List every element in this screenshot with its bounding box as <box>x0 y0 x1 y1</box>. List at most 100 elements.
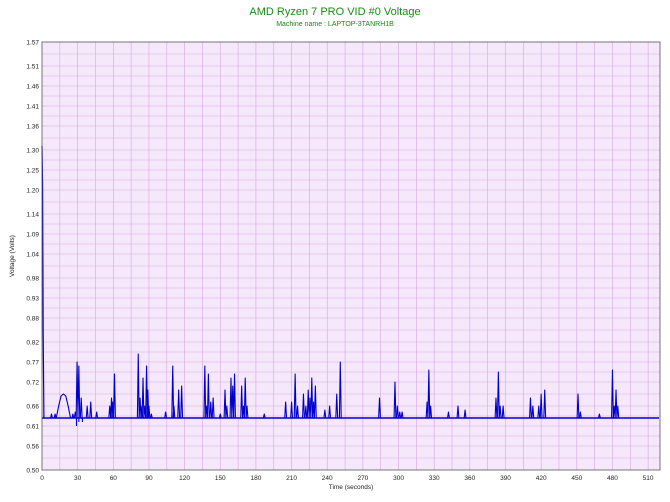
y-tick-label: 1.04 <box>26 251 39 258</box>
series-spike <box>290 401 294 419</box>
plot-area <box>42 42 660 470</box>
series-spike <box>427 369 431 419</box>
series-spike <box>225 405 229 419</box>
series-spike <box>50 413 53 419</box>
series-spike <box>531 405 535 419</box>
series-spike <box>296 405 299 419</box>
x-tick-label: 300 <box>393 475 404 482</box>
x-tick-label: 510 <box>643 475 654 482</box>
y-tick-label: 1.30 <box>26 147 39 154</box>
x-tick-label: 150 <box>215 475 226 482</box>
x-tick-label: 270 <box>357 475 368 482</box>
series-spike <box>304 405 308 419</box>
y-tick-label: 0.77 <box>26 359 39 366</box>
y-tick-label: 0.50 <box>26 467 39 474</box>
series-spike <box>539 393 543 419</box>
series-spike <box>597 413 601 419</box>
series-spike <box>338 361 342 419</box>
series-spike <box>172 405 176 419</box>
series-spike <box>501 405 505 419</box>
x-axis-label: Time (seconds) <box>329 484 374 491</box>
series-spike <box>313 385 317 419</box>
series-spike <box>306 389 310 419</box>
y-tick-label: 0.56 <box>26 443 39 450</box>
series-spike <box>209 401 213 419</box>
x-axis-ticks: 0 30 60 90 120 150 180 210 240 270 300 330 360 390 420… <box>40 475 654 482</box>
series-bump <box>55 393 72 419</box>
series-spike <box>243 377 247 419</box>
y-tick-label: 0.82 <box>26 339 39 346</box>
y-tick-label: 0.93 <box>26 295 39 302</box>
series-spike <box>233 373 236 419</box>
series-spike <box>400 411 404 419</box>
series-spike <box>75 361 79 419</box>
series-spike <box>138 397 142 419</box>
x-tick-label: 210 <box>286 475 297 482</box>
series-spike <box>463 409 467 419</box>
series-spike <box>245 405 249 419</box>
plot-frame <box>41 41 661 471</box>
x-tick-label: 90 <box>145 475 153 482</box>
series-spike <box>223 389 227 419</box>
chart-subtitle: Machine name : LAPTOP-3TANRH1B <box>276 21 394 28</box>
series-spike <box>310 377 314 419</box>
y-tick-label: 0.88 <box>26 315 39 322</box>
series-spike <box>335 393 339 419</box>
chart-title: AMD Ryzen 7 PRO VID #0 Voltage <box>249 6 421 18</box>
y-axis-ticks: 0.50 0.56 0.61 0.66 0.72 0.77 0.82 0.88 0.93 0.98… <box>26 39 39 474</box>
series-spike <box>429 405 433 419</box>
series-spike <box>494 397 498 419</box>
y-tick-label: 0.61 <box>26 423 39 430</box>
x-tick-label: 330 <box>429 475 440 482</box>
voltage-series <box>41 145 659 426</box>
series-spike <box>79 397 83 419</box>
series-spike <box>211 397 215 419</box>
series-spike <box>240 385 244 419</box>
series-spike <box>171 365 175 419</box>
x-tick-label: 0 <box>40 475 44 482</box>
x-tick-label: 360 <box>464 475 475 482</box>
series-spike <box>53 413 57 419</box>
series-spike <box>141 377 145 419</box>
series-spike <box>85 405 89 419</box>
series-spike <box>393 381 397 419</box>
y-tick-label: 1.41 <box>26 103 39 110</box>
y-tick-label: 1.25 <box>26 167 39 174</box>
series-spike <box>323 409 327 419</box>
x-tick-label: 420 <box>536 475 547 482</box>
series-spike <box>611 369 614 419</box>
series-spike <box>164 411 168 419</box>
series-spike <box>395 405 399 419</box>
y-tick-label: 1.51 <box>26 63 39 70</box>
x-tick-label: 480 <box>607 475 618 482</box>
series-spike <box>77 365 81 419</box>
series-spike <box>456 405 460 419</box>
series-spike <box>89 401 93 419</box>
y-tick-label: 1.46 <box>26 83 39 90</box>
series-spike <box>113 373 116 419</box>
y-tick-label: 1.09 <box>26 231 39 238</box>
series-spike <box>398 411 402 419</box>
series-spike <box>293 373 297 419</box>
series-spike <box>95 411 99 419</box>
y-tick-label: 0.98 <box>26 275 39 282</box>
series-spike <box>578 411 582 419</box>
series-spike <box>284 401 288 419</box>
x-tick-label: 450 <box>571 475 582 482</box>
y-axis-label: Voltage (Volts) <box>9 235 16 277</box>
y-tick-label: 0.66 <box>26 403 39 410</box>
series-spike <box>496 371 500 419</box>
x-tick-label: 390 <box>500 475 511 482</box>
x-tick-label: 60 <box>110 475 118 482</box>
series-spike <box>136 353 140 419</box>
series-spike <box>203 365 207 419</box>
series-spike <box>302 393 305 419</box>
x-tick-label: 30 <box>74 475 82 482</box>
series-spike <box>180 385 184 419</box>
series-spike <box>543 389 547 419</box>
series-spike <box>147 405 151 419</box>
x-tick-label: 240 <box>322 475 333 482</box>
y-tick-label: 1.57 <box>26 39 39 46</box>
series-spike <box>378 397 381 419</box>
